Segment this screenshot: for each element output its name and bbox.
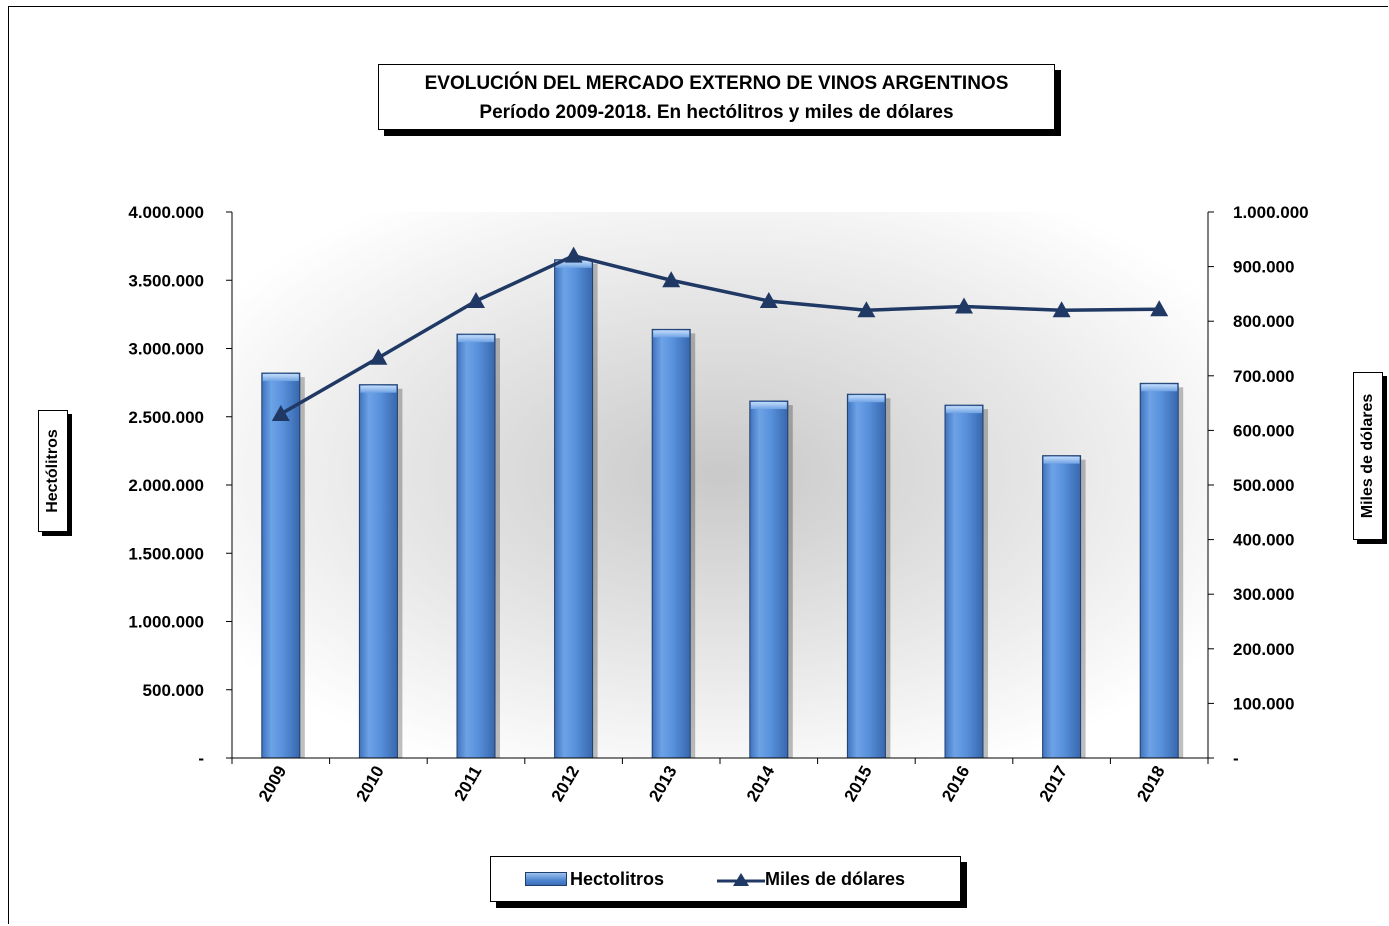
bar-cap	[1141, 384, 1178, 392]
y-left-tick-label: 2.000.000	[128, 476, 204, 495]
chart-subtitle: Período 2009-2018. En hectólitros y mile…	[479, 102, 954, 123]
x-tick-label: 2012	[548, 763, 583, 805]
marker-2014	[759, 291, 778, 308]
marker-2018	[1150, 300, 1169, 317]
chart-frame	[8, 6, 1388, 924]
bar-2009	[261, 372, 305, 759]
y-right-tick-label: 900.000	[1233, 258, 1294, 277]
y-right-tick-label: 100.000	[1233, 694, 1294, 713]
bar-cap	[1043, 456, 1080, 464]
y-right-tick-label: 300.000	[1233, 585, 1294, 604]
y-axis-right-title-box: Miles de dólares	[1353, 372, 1383, 540]
bar-2012	[554, 259, 598, 759]
bar-cap	[653, 330, 690, 338]
chart-title: EVOLUCIÓN DEL MERCADO EXTERNO DE VINOS A…	[424, 73, 1009, 94]
y-left-tick-label: 1.500.000	[128, 544, 204, 563]
bar-cap	[360, 385, 397, 393]
y-left-tick-label: -	[198, 749, 204, 768]
bar-cap	[555, 260, 592, 268]
y-right-tick-label: 700.000	[1233, 367, 1294, 386]
x-tick-label: 2013	[645, 763, 680, 805]
bar-2018	[1139, 382, 1184, 759]
bar-2016	[944, 404, 988, 759]
marker-2009	[271, 405, 290, 422]
y-right-tick-label: 400.000	[1233, 531, 1294, 550]
legend-line-swatch	[717, 873, 765, 886]
bar-cap	[458, 335, 494, 343]
bar-body	[358, 384, 398, 759]
bar-body	[261, 372, 301, 759]
x-tick-label: 2011	[451, 763, 486, 804]
y-right-tick-label: 200.000	[1233, 640, 1294, 659]
bar-body	[846, 393, 886, 759]
marker-2015	[857, 301, 876, 318]
y-right-tick-label: 1.000.000	[1233, 203, 1309, 222]
line-miles-de-dolares	[279, 253, 1160, 416]
bar-cap	[946, 406, 982, 414]
x-tick-label: 2010	[352, 763, 387, 805]
bar-cap	[262, 374, 299, 382]
bar-cap	[750, 402, 787, 410]
y-left-tick-label: 2.500.000	[128, 408, 204, 427]
y-left-tick-label: 3.500.000	[128, 271, 204, 290]
bar-body	[1042, 455, 1082, 759]
y-left-tick-label: 3.000.000	[128, 340, 204, 359]
y-right-tick-label: 600.000	[1233, 421, 1294, 440]
y-right-tick-label: 500.000	[1233, 476, 1294, 495]
bar-2015	[846, 393, 891, 759]
y-left-tick-label: 1.000.000	[128, 613, 204, 632]
y-axis-left-title-box: Hectólitros	[38, 410, 68, 532]
bar-cap	[848, 395, 885, 403]
marker-2013	[662, 271, 681, 288]
bar-2010	[358, 384, 403, 759]
x-tick-label: 2014	[743, 762, 779, 805]
marker-2017	[1052, 301, 1071, 318]
y-right-tick-label: 800.000	[1233, 312, 1294, 331]
legend-item-hectolitros: Hectolitros	[525, 857, 664, 901]
bar-body	[554, 259, 594, 759]
bar-body	[456, 333, 496, 759]
bar-body	[749, 400, 789, 759]
bar-2011	[456, 333, 500, 759]
marker-2016	[955, 297, 973, 314]
legend-bar-swatch	[525, 872, 567, 886]
marker-2010	[369, 348, 388, 365]
legend-item-miles-de-dolares: Miles de dólares	[717, 857, 905, 901]
marker-2011	[467, 291, 485, 308]
bar-2014	[749, 400, 793, 759]
marker-2012	[564, 246, 583, 263]
x-tick-label: 2009	[255, 763, 290, 805]
x-tick-label: 2017	[1036, 763, 1071, 805]
chart-title-box: EVOLUCIÓN DEL MERCADO EXTERNO DE VINOS A…	[378, 64, 1055, 130]
bar-body	[944, 404, 984, 759]
legend-label-hectolitros: Hectolitros	[570, 868, 665, 889]
y-left-tick-label: 4.000.000	[128, 203, 204, 222]
legend: Hectolitros Miles de dólares	[490, 856, 961, 902]
bar-2017	[1042, 455, 1086, 759]
bar-2013	[651, 328, 696, 759]
legend-label-miles-de-dolares: Miles de dólares	[765, 868, 906, 889]
bar-body	[1139, 382, 1179, 759]
y-right-tick-label: -	[1233, 749, 1239, 768]
bar-body	[651, 328, 691, 759]
x-tick-label: 2015	[840, 763, 875, 805]
x-tick-label: 2016	[938, 763, 973, 805]
x-tick-label: 2018	[1133, 763, 1168, 805]
y-left-tick-label: 500.000	[143, 681, 204, 700]
